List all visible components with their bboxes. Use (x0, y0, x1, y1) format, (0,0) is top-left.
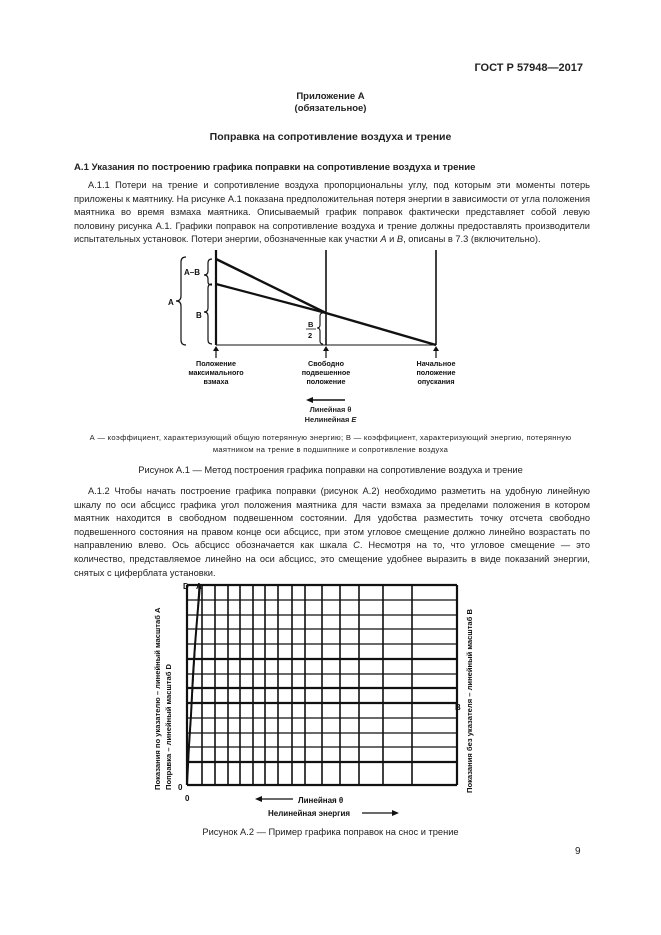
italic-c: С (353, 540, 360, 551)
figure-a1-caption: Рисунок А.1 — Метод построения графика п… (138, 465, 523, 475)
pos-start-line3: опускания (417, 377, 454, 386)
brace-b (203, 283, 213, 345)
italic-a: А (380, 234, 387, 245)
label-nonlinear-e: Нелинейная Е (0, 415, 661, 424)
figure-a2-chart: D А В 0 0 Показания по указателю – линей… (153, 582, 474, 818)
curve-d (186, 584, 200, 786)
label-half-den: 2 (308, 331, 312, 340)
label-a-minus-b: А–В (184, 268, 200, 277)
label-b: В (196, 311, 202, 320)
label-b: В (455, 703, 461, 712)
pos-free-line2: подвешенное (302, 368, 351, 377)
standard-number: ГОСТ Р 57948—2017 (474, 62, 583, 74)
pos-max-line2: максимального (188, 368, 244, 377)
figure-a2-caption: Рисунок А.2 — Пример графика поправок на… (202, 827, 459, 837)
figure-a1-diagram: А–В А В В 2 Положение максимального взма… (168, 250, 456, 403)
right-axis-label: Показания без указателя – линейный масшт… (465, 609, 474, 793)
label-linear-theta: Линейная θ (309, 405, 352, 414)
brace-a (175, 256, 187, 346)
pos-free-line3: положение (306, 377, 345, 386)
pos-max-line3: взмаха (203, 377, 229, 386)
italic-b: В (396, 234, 404, 245)
brace-b-half (316, 312, 324, 345)
legend-line: маятником на трение в подшипнике и сопро… (212, 445, 449, 454)
appendix-heading: Поправка на сопротивление воздуха и трен… (209, 131, 452, 143)
pos-free-line1: Свободно (308, 359, 345, 368)
paragraph-text: , описаны в 7.3 (включительно). (403, 234, 541, 245)
nonlinear-e-symbol: Е (351, 415, 357, 424)
pos-max-line1: Положение (196, 359, 236, 368)
label-half-num: В (308, 320, 314, 329)
appendix-status: (обязательное) (294, 103, 367, 114)
label-d: D (183, 582, 189, 591)
pos-start-line2: положение (416, 368, 455, 377)
paragraph-text: и (386, 234, 397, 245)
left-axis-label-2: Поправка – линейный масштаб D (164, 663, 173, 790)
label-a: А (196, 582, 202, 591)
label-nonlinear-energy: Нелинейная энергия (268, 809, 350, 818)
left-axis-label-1: Показания по указателю – линейный масшта… (153, 607, 162, 790)
paragraph-text: . Несмотря на то, что угловое смещение —… (74, 540, 590, 578)
brace-a-minus-b (203, 258, 213, 286)
paragraph-text: А.1.1 Потери на трение и сопротивление в… (74, 180, 590, 245)
page-number: 9 (575, 846, 581, 857)
nonlinear-text: Нелинейная (304, 415, 352, 424)
appendix-title: Приложение А (296, 91, 365, 102)
pos-start-line1: Начальное (417, 359, 456, 368)
zero-y: 0 (178, 783, 183, 792)
legend-line: А — коэффициент, характеризующий общую п… (89, 433, 572, 442)
paragraph-a11: А.1.1 Потери на трение и сопротивление в… (74, 179, 590, 247)
paragraph-text: А.1.2 Чтобы начать построение графика по… (74, 486, 590, 551)
section-a1-heading: А.1 Указания по построению графика попра… (74, 162, 476, 173)
friction-line (215, 282, 327, 315)
figure-a1-legend: А — коэффициент, характеризующий общую п… (60, 432, 601, 456)
paragraph-a12: А.1.2 Чтобы начать построение графика по… (74, 485, 590, 580)
label-linear-theta: Линейная θ (298, 796, 343, 805)
zero-x: 0 (185, 794, 190, 803)
label-a: А (168, 298, 174, 307)
